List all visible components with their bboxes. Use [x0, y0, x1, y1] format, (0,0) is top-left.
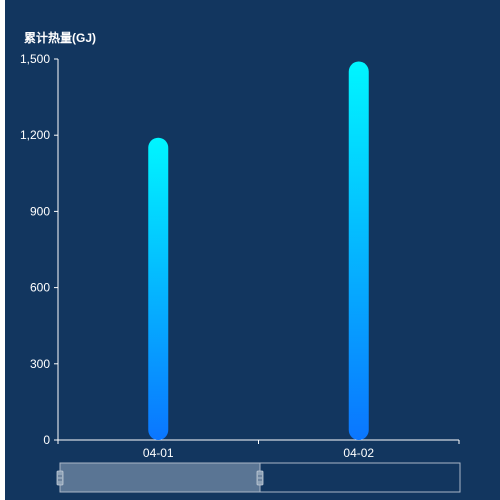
- y-axis-label: 累计热量(GJ): [24, 30, 96, 45]
- y-tick-label: 1,200: [20, 128, 50, 142]
- y-tick-label: 300: [30, 357, 50, 371]
- bar-04-01[interactable]: [148, 137, 169, 441]
- y-tick-label: 0: [43, 433, 50, 447]
- y-tick-label: 600: [30, 281, 50, 295]
- zoom-selected-range[interactable]: [59, 462, 261, 493]
- x-ticks: 04-01 04-02: [57, 440, 460, 460]
- chart-panel: [5, 0, 500, 500]
- bars: [148, 61, 369, 441]
- zoom-handle-right[interactable]: [256, 470, 264, 486]
- bar-04-02[interactable]: [348, 61, 369, 440]
- y-tick-label: 1,500: [20, 52, 50, 66]
- x-tick-label: 04-01: [143, 446, 174, 460]
- x-tick-label: 04-02: [343, 446, 374, 460]
- y-ticks: 0 300 600 900 1,200 1,500: [20, 52, 58, 447]
- data-zoom-slider[interactable]: [56, 462, 461, 493]
- zoom-handle-left[interactable]: [56, 470, 64, 486]
- y-tick-label: 900: [30, 204, 50, 218]
